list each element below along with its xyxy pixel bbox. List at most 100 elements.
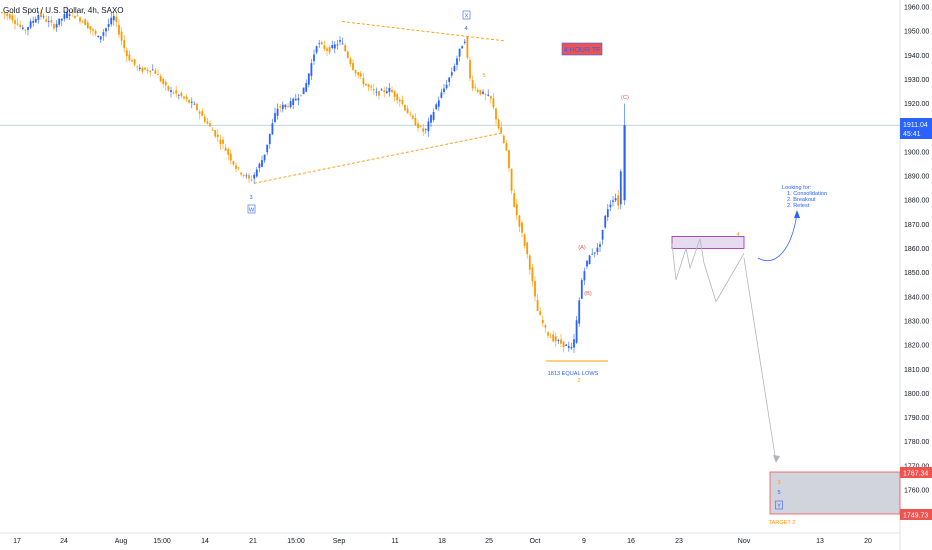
x-tick-label: 9 [582,538,586,545]
timeframe-label: 4 HOUR TF [564,47,601,54]
candle-body [458,48,461,57]
y-tick-label: 1760.00 [904,488,929,495]
candle-body [172,92,175,94]
candle-body [492,98,495,108]
candle-body [380,89,383,91]
triangle-upper-line [341,21,505,42]
x-tick-label: Nov [738,538,751,545]
candle-body [310,63,313,76]
x-tick-label: 17 [13,538,21,545]
looking-for-note: Looking for: 1. Consolidation 2. Breakou… [782,185,827,209]
wave-label-b: (B) [584,291,592,297]
candle-body [619,171,622,205]
wave-label-a: (A) [578,245,586,251]
candle-body [411,115,414,119]
candle-body [107,24,110,27]
candle-body [320,42,323,45]
candle-body [40,12,42,18]
candle-body [547,332,549,336]
candle-body [612,200,614,202]
candle-body [471,80,474,89]
candle-body [476,89,479,93]
candle-body [502,135,505,143]
y-tick-label: 1860.00 [904,246,929,253]
candle-body [180,92,183,97]
candle-body [359,73,362,77]
candle-body [315,46,318,53]
candle-body [604,215,607,228]
candle-body [1,12,3,13]
candle-body [235,165,237,169]
candle-body [203,116,206,122]
candle-body [37,15,40,20]
candle-body [406,108,409,114]
target-zone [769,471,901,515]
chart-overlays [0,21,901,515]
candle-body [68,14,71,16]
candle-body [146,69,149,72]
candle-body [206,121,209,124]
wave-label-5: 5 [482,73,485,79]
candle-body [128,54,131,61]
candle-body [453,66,456,72]
candle-body [149,70,152,73]
candle-body [209,123,211,127]
candle-body [580,280,583,299]
candle-body [554,336,557,342]
candle-body [274,113,276,122]
candle-body [240,172,243,175]
candle-body [94,30,97,35]
wave-label-t3: 3 [777,480,780,486]
candle-body [112,15,115,21]
candle-body [284,104,287,108]
candle-body [424,128,427,130]
candle-body [193,103,196,105]
candle-body [79,17,81,22]
candle-body [258,163,261,169]
candle-body [266,144,269,153]
candle-body [570,347,573,349]
price-axis[interactable]: 1750.001760.001770.001780.001790.001800.… [904,5,929,519]
candle-body [66,11,68,18]
candle-body [427,121,430,132]
candle-body [521,222,523,233]
candle-body [138,67,141,70]
candle-body [331,45,334,48]
candle-body [55,24,58,28]
candle-body [573,339,575,348]
candle-body [89,26,92,30]
candle-body [170,90,172,92]
candle-body [276,108,279,116]
candle-body [396,94,399,101]
equal-lows-label: 1813 EQUAL LOWS [548,371,599,377]
candle-body [328,47,331,53]
grid-lines [0,0,901,550]
time-axis[interactable]: 17 24 Aug 15:00 14 21 15:00 Sep 11 18 25 Oct 9 16 23 No… [13,538,872,545]
candle-body [419,126,422,128]
candle-body [3,13,6,15]
y-tick-label: 1780.00 [904,439,929,446]
candle-body [534,281,536,297]
x-tick-label: 20 [864,538,872,545]
candle-body [541,319,544,324]
y-tick-label: 1950.00 [904,29,929,36]
zone-lower-tag: 1749.73 [900,509,932,520]
candle-body [417,123,419,128]
candle-body [294,98,297,101]
y-tick-label: 1800.00 [904,391,929,398]
candle-body [71,11,74,13]
breakout-arrowhead [794,210,800,218]
candle-body [102,32,105,36]
candle-body [47,20,50,22]
y-tick-label: 1940.00 [904,53,929,60]
candle-body [593,252,596,254]
candle-body [466,36,469,58]
candle-body [463,41,466,43]
candle-body [229,153,232,161]
candle-body [133,59,136,65]
candle-body [110,17,113,25]
candle-body [237,167,240,169]
wave-box-w [247,204,256,214]
candle-body [84,19,87,26]
